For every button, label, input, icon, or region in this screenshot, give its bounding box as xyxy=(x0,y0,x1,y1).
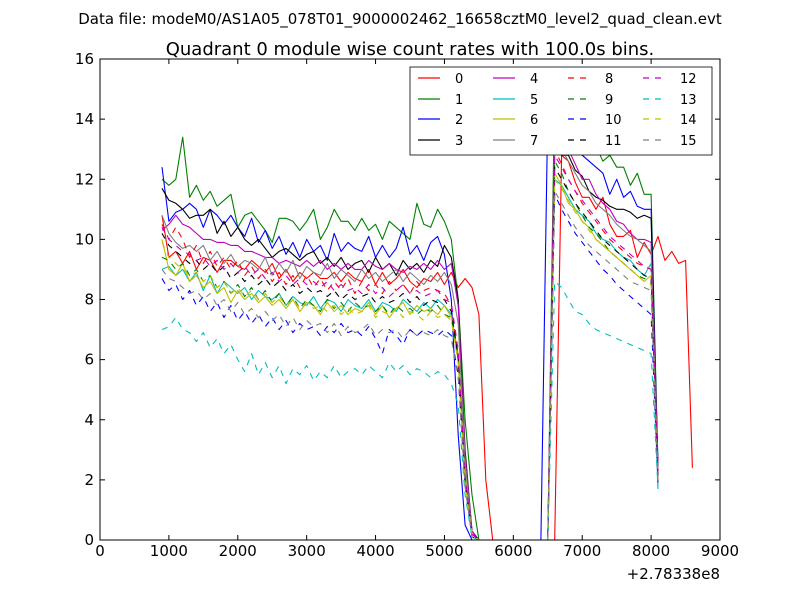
y-tick-label: 8 xyxy=(84,291,94,309)
y-tick-label: 0 xyxy=(84,531,94,549)
legend-label-15: 15 xyxy=(680,134,697,149)
legend-label-3: 3 xyxy=(455,134,463,149)
legend-label-13: 13 xyxy=(680,93,697,108)
y-tick-label: 12 xyxy=(75,170,94,188)
x-tick-label: 0 xyxy=(95,542,105,560)
ticks-layer: 0 1000 2000 3000 4000 5000 6000 7000 8000 9000 0 2 4… xyxy=(75,50,739,560)
series-layer xyxy=(161,70,693,541)
legend-label-8: 8 xyxy=(605,72,613,87)
y-tick-label: 4 xyxy=(84,411,94,429)
series-line-11 xyxy=(161,166,659,541)
legend-label-4: 4 xyxy=(530,72,538,87)
series-line-10 xyxy=(161,193,659,541)
series-line-14 xyxy=(161,178,659,541)
legend-label-11: 11 xyxy=(605,134,622,149)
y-tick-label: 6 xyxy=(84,351,94,369)
series-line-4 xyxy=(161,112,659,541)
series-line-6 xyxy=(161,172,659,541)
y-tick-label: 10 xyxy=(75,230,94,248)
series-line-15 xyxy=(161,190,659,541)
legend-label-0: 0 xyxy=(455,72,463,87)
series-line-7 xyxy=(161,142,659,541)
legend-label-12: 12 xyxy=(680,72,697,87)
legend-label-1: 1 xyxy=(455,93,463,108)
x-tick-label: 5000 xyxy=(425,542,463,560)
y-tick-label: 14 xyxy=(75,110,94,128)
x-tick-label: 8000 xyxy=(632,542,670,560)
x-tick-label: 3000 xyxy=(288,542,326,560)
legend-label-14: 14 xyxy=(680,113,697,128)
y-tick-label: 2 xyxy=(84,471,94,489)
x-tick-label: 7000 xyxy=(563,542,601,560)
x-tick-label: 4000 xyxy=(356,542,394,560)
y-tick-label: 16 xyxy=(75,50,94,68)
figure-suptitle: Data file: modeM0/AS1A05_078T01_90000024… xyxy=(78,10,722,29)
series-line-9 xyxy=(161,160,659,541)
legend-box xyxy=(409,66,713,156)
legend-label-10: 10 xyxy=(605,113,622,128)
series-line-3 xyxy=(161,148,659,541)
x-tick-label: 1000 xyxy=(150,542,188,560)
series-line-12 xyxy=(161,154,659,541)
x-offset-label: +2.78338e8 xyxy=(627,565,720,583)
legend-label-9: 9 xyxy=(605,93,613,108)
legend-label-6: 6 xyxy=(530,113,538,128)
legend-label-5: 5 xyxy=(530,93,538,108)
x-tick-label: 6000 xyxy=(494,542,532,560)
chart-title: Quadrant 0 module wise count rates with … xyxy=(166,39,655,60)
x-tick-label: 9000 xyxy=(701,542,739,560)
series-line-13 xyxy=(161,280,659,541)
legend-label-7: 7 xyxy=(530,134,538,149)
legend-label-2: 2 xyxy=(455,113,463,128)
x-tick-label: 2000 xyxy=(219,542,257,560)
